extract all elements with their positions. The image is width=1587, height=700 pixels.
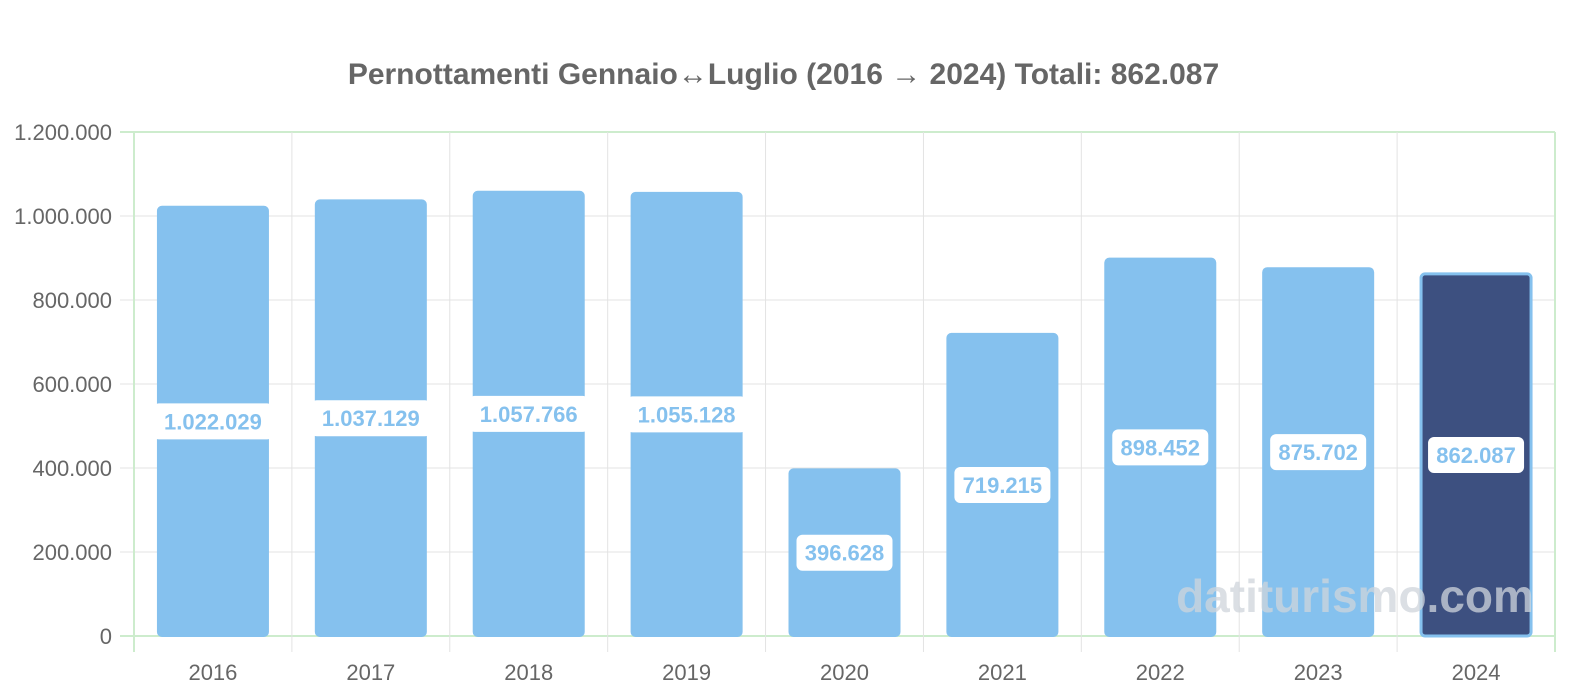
y-tick-label: 200.000 (32, 540, 112, 565)
data-label: 719.215 (963, 473, 1043, 498)
x-tick-label: 2016 (188, 660, 237, 685)
x-tick-label: 2023 (1294, 660, 1343, 685)
y-tick-label: 800.000 (32, 288, 112, 313)
data-label: 1.055.128 (638, 402, 736, 427)
data-label: 396.628 (805, 541, 885, 566)
x-tick-label: 2017 (346, 660, 395, 685)
x-tick-label: 2021 (978, 660, 1027, 685)
y-tick-label: 600.000 (32, 372, 112, 397)
data-label-box (954, 466, 1051, 503)
y-tick-label: 1.000.000 (14, 204, 112, 229)
data-label-box (468, 395, 589, 432)
y-tick-label: 1.200.000 (14, 120, 112, 145)
data-label-box (152, 403, 273, 440)
x-tick-label: 2024 (1452, 660, 1501, 685)
data-label-box (1112, 429, 1209, 466)
chart-title: Pernottamenti Gennaio↔Luglio (2016 → 202… (347, 58, 1220, 91)
x-tick-label: 2022 (1136, 660, 1185, 685)
data-label: 1.037.129 (322, 406, 420, 431)
data-label: 1.022.029 (164, 409, 262, 434)
y-tick-label: 0 (100, 624, 112, 649)
data-label: 862.087 (1436, 443, 1516, 468)
y-tick-label: 400.000 (32, 456, 112, 481)
data-label-box (1270, 434, 1367, 471)
watermark: datiturismo.com (1176, 570, 1534, 622)
data-label-box (1428, 436, 1525, 473)
data-labels: 1.022.029 1.037.129 1.057.766 1.055.128 396.… (152, 395, 1525, 571)
data-label: 875.702 (1278, 440, 1358, 465)
x-tick-label: 2019 (662, 660, 711, 685)
x-tick-label: 2018 (504, 660, 553, 685)
y-axis-ticks: 0 200.000 400.000 600.000 800.000 1.000.000 1.… (14, 120, 112, 649)
x-axis-ticks: 2016 2017 2018 2019 2020 2021 2022 2023 2024 (188, 660, 1500, 685)
data-label-box (626, 396, 747, 433)
data-label-box (310, 400, 431, 437)
data-label: 1.057.766 (480, 402, 578, 427)
data-label-box (796, 534, 893, 571)
x-tick-label: 2020 (820, 660, 869, 685)
data-label: 898.452 (1121, 435, 1201, 460)
